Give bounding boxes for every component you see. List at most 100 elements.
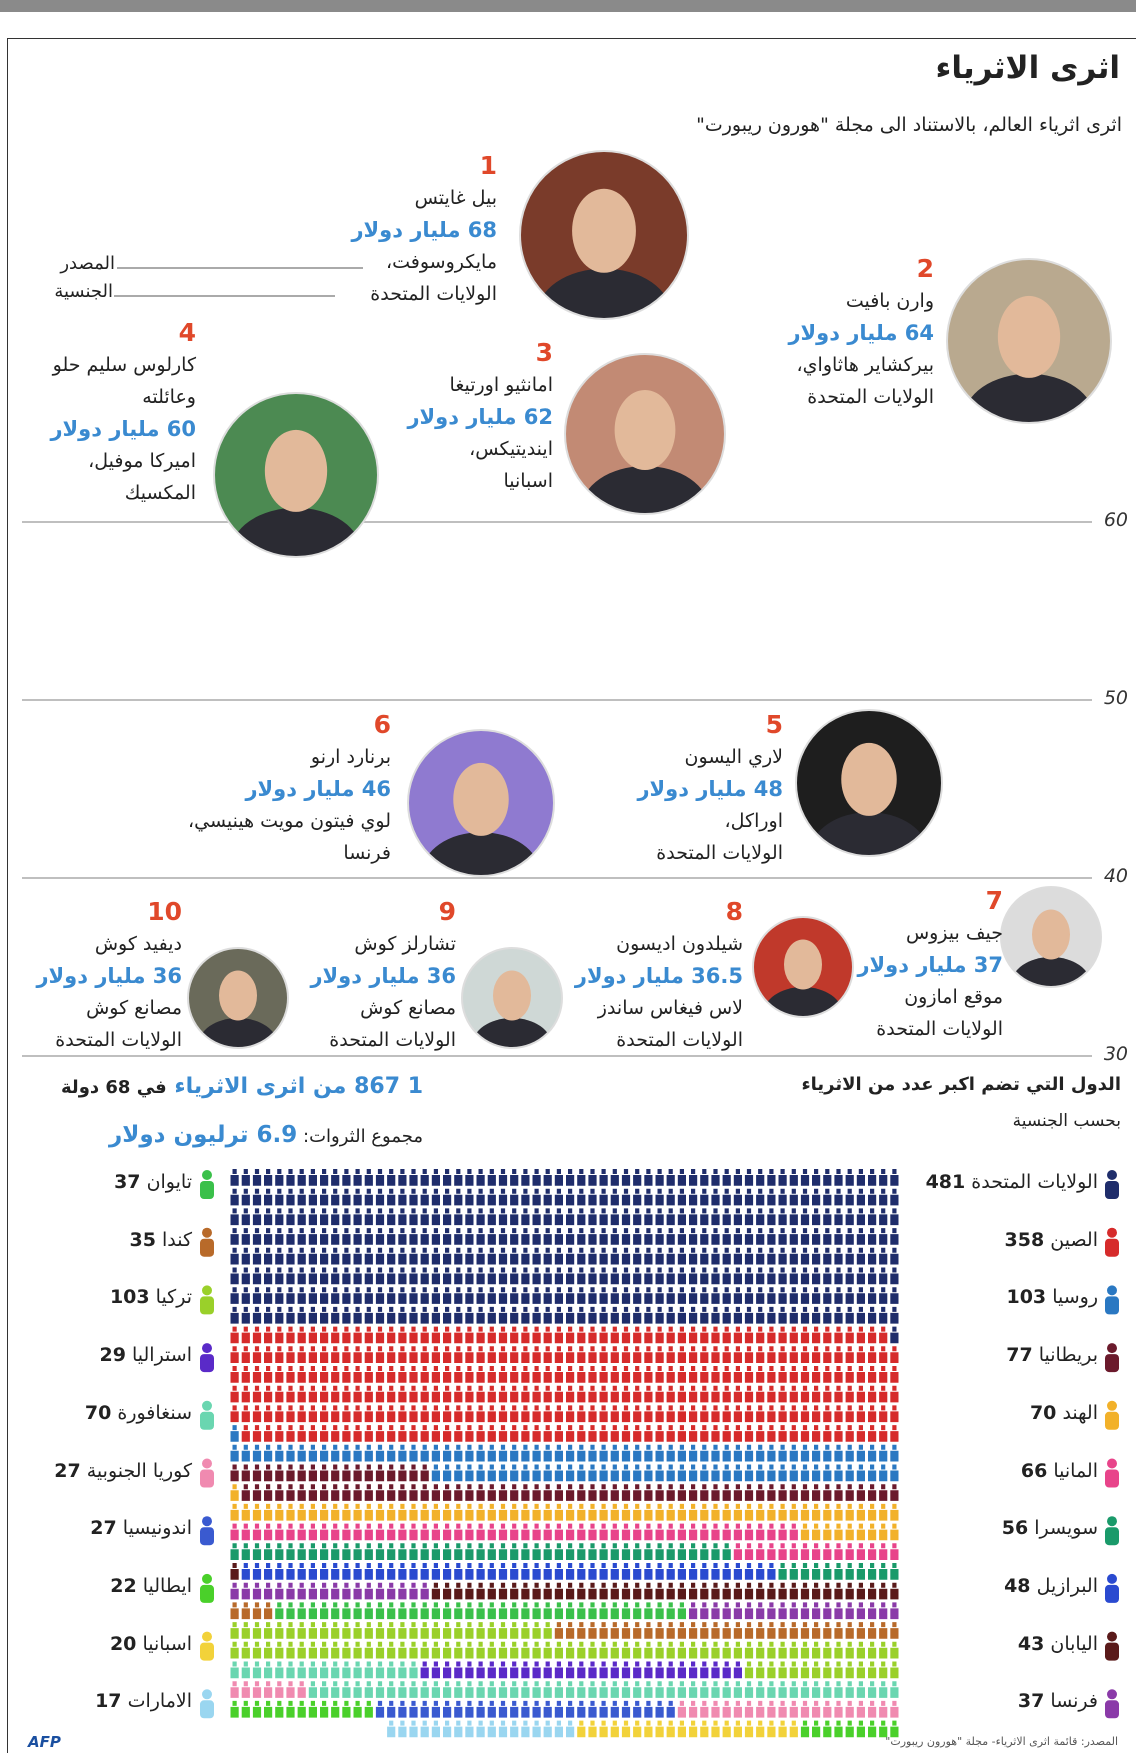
person-country: الولايات المتحدة bbox=[351, 278, 497, 310]
country-icon bbox=[1105, 1296, 1119, 1314]
wealth-label: مجموع الثروات: bbox=[303, 1126, 423, 1147]
person-block: 6برنارد ارنو46 مليار دولارلوي فيتون مويت… bbox=[188, 709, 391, 869]
person-rank: 7 bbox=[857, 885, 1003, 917]
country-label: البرازيل 48 bbox=[1004, 1575, 1098, 1597]
photo bbox=[462, 948, 562, 1073]
person-block: 9تشارلز كوش36 مليار دولارمصانع كوشالولاي… bbox=[310, 896, 456, 1056]
country-icon bbox=[1105, 1700, 1119, 1718]
wealth-line: مجموع الثروات: 6.9 ترليون دولار bbox=[109, 1122, 423, 1148]
country-icon bbox=[202, 1285, 212, 1295]
country-icon bbox=[1107, 1574, 1117, 1584]
country-count: 103 bbox=[1006, 1286, 1046, 1308]
person-country: الولايات المتحدة bbox=[857, 1013, 1003, 1045]
person-company: اميركا موفيل، bbox=[16, 445, 196, 477]
waffle-group bbox=[231, 1563, 899, 1599]
waffle-group bbox=[231, 1169, 899, 1343]
logo: AFP bbox=[28, 1733, 61, 1751]
country-icon bbox=[200, 1354, 214, 1372]
country-icon bbox=[1105, 1354, 1119, 1372]
country-count: 481 bbox=[926, 1171, 966, 1193]
person-worth: 60 مليار دولار bbox=[16, 413, 196, 445]
country-count: 66 bbox=[1021, 1460, 1047, 1482]
person-company: موقع امازون bbox=[857, 981, 1003, 1013]
country-label: كوريا الجنوبية 27 bbox=[54, 1460, 192, 1482]
person-rank: 10 bbox=[36, 896, 182, 928]
country-label: اندونيسيا 27 bbox=[90, 1517, 192, 1539]
photo-face bbox=[219, 971, 257, 1021]
country-count: 37 bbox=[1018, 1690, 1044, 1712]
person-country: الولايات المتحدة bbox=[637, 837, 783, 869]
person-company: لاس فيغاس ساندز bbox=[575, 992, 743, 1024]
country-label: الهند 70 bbox=[1030, 1402, 1098, 1424]
person-company: مصانع كوش bbox=[310, 992, 456, 1024]
person-company: مصانع كوش bbox=[36, 992, 182, 1024]
person-company: اينديتيكس، bbox=[407, 433, 553, 465]
person-worth: 36 مليار دولار bbox=[36, 960, 182, 992]
country-label: الولايات المتحدة 481 bbox=[926, 1171, 1098, 1193]
person-name: ديفيد كوش bbox=[36, 928, 182, 960]
waffle-group bbox=[242, 1563, 776, 1580]
waffle-group bbox=[231, 1701, 899, 1737]
country-icon bbox=[1107, 1401, 1117, 1411]
country-icon bbox=[1107, 1170, 1117, 1180]
photo-shoulders bbox=[230, 508, 361, 598]
country-label: سنغافورة 70 bbox=[85, 1402, 192, 1424]
subtitle: اثرى اثرياء العالم، بالاستناد الى مجلة "… bbox=[696, 114, 1122, 136]
country-name: اندونيسيا bbox=[123, 1517, 192, 1539]
photo-shoulders bbox=[763, 987, 843, 1042]
waffle-group bbox=[387, 1721, 574, 1738]
person-worth: 68 مليار دولار bbox=[351, 214, 497, 246]
country-icon bbox=[1107, 1689, 1117, 1699]
waffle-group bbox=[577, 1721, 798, 1738]
country-name: تركيا bbox=[156, 1286, 192, 1308]
country-name: روسيا bbox=[1052, 1286, 1098, 1308]
country-label: الامارات 17 bbox=[95, 1690, 192, 1712]
person-country: الولايات المتحدة bbox=[788, 381, 934, 413]
photo-shoulders bbox=[198, 1018, 278, 1073]
country-label: المانيا 66 bbox=[1021, 1460, 1098, 1482]
country-name: الولايات المتحدة bbox=[971, 1171, 1098, 1193]
country-name: الامارات bbox=[128, 1690, 192, 1712]
country-label: ايطاليا 22 bbox=[110, 1575, 192, 1597]
country-name: بريطانيا bbox=[1039, 1344, 1098, 1366]
country-count: 37 bbox=[114, 1171, 140, 1193]
country-icon bbox=[200, 1470, 214, 1488]
country-label: سويسرا 56 bbox=[1002, 1517, 1098, 1539]
country-label: كندا 35 bbox=[129, 1229, 192, 1251]
person-company: بيركشاير هاثاواي، bbox=[788, 349, 934, 381]
country-count: 70 bbox=[1030, 1402, 1056, 1424]
country-icon bbox=[1105, 1412, 1119, 1430]
legend-source: المصدر bbox=[60, 253, 115, 274]
country-label: بريطانيا 77 bbox=[1006, 1344, 1098, 1366]
country-label: استراليا 29 bbox=[99, 1344, 192, 1366]
country-label: روسيا 103 bbox=[1006, 1286, 1098, 1308]
person-name: جيف بيزوس bbox=[857, 917, 1003, 949]
country-icon bbox=[200, 1527, 214, 1545]
country-icon bbox=[200, 1412, 214, 1430]
person-country: اسبانيا bbox=[407, 465, 553, 497]
photo bbox=[947, 259, 1111, 464]
person-block: 1بيل غايتس68 مليار دولارمايكروسوفت،الولا… bbox=[351, 150, 497, 310]
photo-shoulders bbox=[472, 1018, 552, 1073]
waffle-group bbox=[231, 1622, 899, 1678]
photo bbox=[408, 730, 554, 912]
country-label: اسبانيا 20 bbox=[110, 1633, 192, 1655]
country-name: الهند bbox=[1062, 1402, 1098, 1424]
person-company: مايكروسوفت، bbox=[351, 246, 497, 278]
person-country: الولايات المتحدة bbox=[36, 1024, 182, 1056]
person-worth: 64 مليار دولار bbox=[788, 317, 934, 349]
country-name: فرنسا bbox=[1050, 1690, 1098, 1712]
person-worth: 62 مليار دولار bbox=[407, 401, 553, 433]
country-icon bbox=[1105, 1181, 1119, 1199]
person-rank: 3 bbox=[407, 337, 553, 369]
person-name: لاري اليسون bbox=[637, 741, 783, 773]
country-count: 29 bbox=[99, 1344, 125, 1366]
totals-countries: في 68 دولة bbox=[61, 1077, 167, 1098]
waffle-group bbox=[275, 1602, 686, 1619]
country-name: المانيا bbox=[1053, 1460, 1098, 1482]
waffle-group bbox=[231, 1524, 899, 1560]
country-label: اليابان 43 bbox=[1018, 1633, 1098, 1655]
country-icon bbox=[202, 1574, 212, 1584]
country-count: 27 bbox=[54, 1460, 80, 1482]
waffle-group bbox=[376, 1701, 675, 1718]
